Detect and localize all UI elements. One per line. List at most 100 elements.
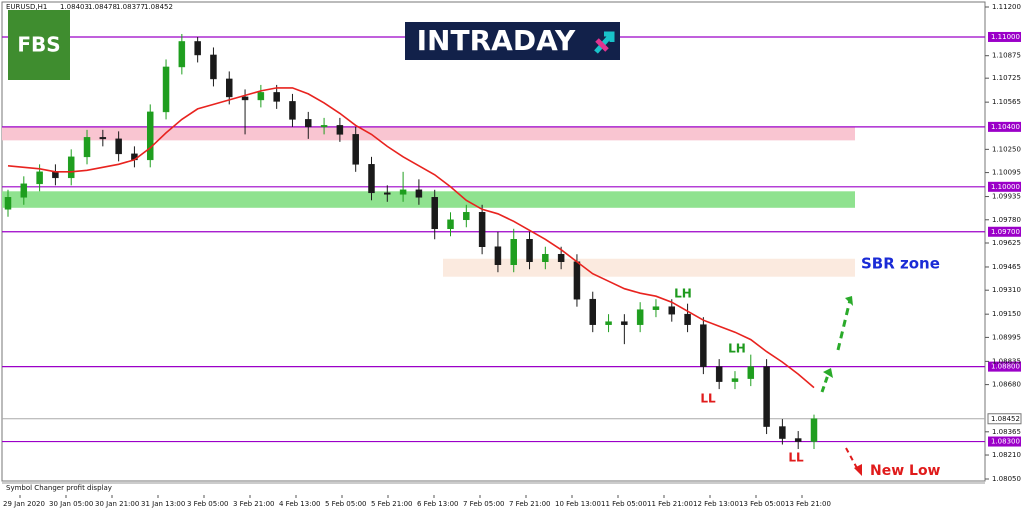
candle-body [162, 66, 170, 113]
x-tick-label: 4 Feb 13:00 [279, 500, 320, 508]
last-price-label: 1.08452 [991, 415, 1020, 423]
level-label: 1.11000 [991, 33, 1020, 41]
candle-body [368, 164, 375, 194]
candle-body [794, 438, 802, 442]
level-label: 1.08800 [991, 363, 1020, 371]
annotation: LL [788, 451, 804, 465]
candle-body [510, 239, 517, 265]
arrow-head [823, 368, 833, 378]
candle-body [178, 41, 186, 68]
candle-body [715, 366, 723, 382]
level-label: 1.09700 [991, 228, 1020, 236]
logo-arrow [594, 31, 615, 54]
candle-body [557, 253, 565, 262]
candle-body [384, 192, 391, 195]
x-tick-label: 5 Feb 05:00 [325, 500, 366, 508]
header-value: 1.08452 [144, 3, 173, 11]
annotation: LH [728, 342, 746, 356]
plot-frame [1, 1, 986, 482]
candle-body [684, 313, 691, 325]
arrow-head [854, 464, 862, 476]
header-value: 1.08377 [116, 3, 145, 11]
y-tick-label: 1.09935 [992, 193, 1021, 201]
y-tick-label: 1.09625 [992, 239, 1021, 247]
intraday-logo-text: INTRADAY [417, 24, 576, 57]
x-tick-label: 11 Feb 05:00 [601, 500, 647, 508]
x-tick-label: 5 Feb 21:00 [371, 500, 412, 508]
annotation: New Low [870, 463, 941, 479]
level-box [988, 226, 1021, 237]
up-arrow [836, 299, 852, 351]
y-tick-label: 1.10875 [992, 52, 1021, 60]
down-arrow [845, 447, 859, 471]
level-box [988, 121, 1021, 132]
x-tick-label: 31 Jan 13:00 [141, 500, 185, 508]
x-tick-label: 29 Jan 2020 [3, 500, 45, 508]
candle-body [146, 111, 154, 161]
candle-body [241, 96, 249, 101]
y-tick-label: 1.09150 [992, 310, 1021, 318]
candle-body [463, 212, 470, 221]
zone [2, 126, 855, 141]
candle-body [194, 41, 201, 56]
y-tick-label: 1.10095 [992, 169, 1021, 177]
annotation: SBR zone [861, 255, 940, 273]
candle-body [779, 426, 786, 439]
candle-body [621, 321, 628, 325]
last-price-box [987, 413, 1022, 425]
candle-body [36, 171, 43, 185]
candle-body [700, 324, 707, 367]
candle-body [289, 101, 296, 120]
x-tick-label: 7 Feb 05:00 [463, 500, 504, 508]
y-tick-label: 1.08210 [992, 451, 1021, 459]
candle-body [447, 219, 454, 230]
header-value: 1.08478 [88, 3, 117, 11]
candle-body [731, 378, 739, 382]
candle-body [763, 366, 770, 427]
x-tick-label: 3 Feb 05:00 [187, 500, 228, 508]
candle-body [652, 306, 660, 310]
y-tick-label: 1.08050 [992, 475, 1021, 483]
candle-body [336, 125, 344, 135]
candle-body [494, 246, 502, 265]
header-symbol: EURUSD,H1 [6, 3, 47, 11]
candle-body [542, 253, 549, 262]
y-tick-label: 1.08835 [992, 357, 1021, 365]
y-tick-label: 1.10725 [992, 74, 1021, 82]
fbs-logo [8, 10, 70, 80]
x-tick-label: 3 Feb 21:00 [233, 500, 274, 508]
y-tick-label: 1.08680 [992, 381, 1021, 389]
footer-text: Symbol Changer profit display [6, 484, 112, 492]
level-box [988, 361, 1021, 372]
y-tick-label: 1.10250 [992, 145, 1021, 153]
candle-body [352, 134, 359, 165]
candle-body [52, 171, 59, 179]
candle-body [810, 418, 818, 442]
candle-body [99, 137, 107, 140]
x-tick-label: 13 Feb 05:00 [739, 500, 785, 508]
y-tick-label: 1.09780 [992, 216, 1021, 224]
x-tick-label: 13 Feb 21:00 [785, 500, 831, 508]
candle-body [67, 156, 75, 179]
candle-body [273, 92, 280, 102]
y-tick-label: 1.11200 [992, 3, 1021, 11]
x-tick-label: 12 Feb 13:00 [693, 500, 739, 508]
x-tick-label: 6 Feb 13:00 [417, 500, 458, 508]
y-tick-label: 1.09310 [992, 286, 1021, 294]
candle-body [226, 78, 233, 98]
level-label: 1.08300 [991, 438, 1020, 446]
candle-body [526, 239, 533, 262]
y-tick-label: 1.08365 [992, 428, 1021, 436]
candle-body [478, 212, 486, 247]
x-tick-label: 10 Feb 13:00 [555, 500, 601, 508]
x-tick-label: 7 Feb 21:00 [509, 500, 550, 508]
annotation: LH [674, 287, 692, 301]
candle-body [305, 119, 312, 128]
header-value: 1.08403 [60, 3, 89, 11]
up-arrow [820, 371, 831, 393]
y-tick-label: 1.08995 [992, 333, 1021, 341]
level-box [988, 181, 1021, 192]
zone [2, 191, 855, 208]
